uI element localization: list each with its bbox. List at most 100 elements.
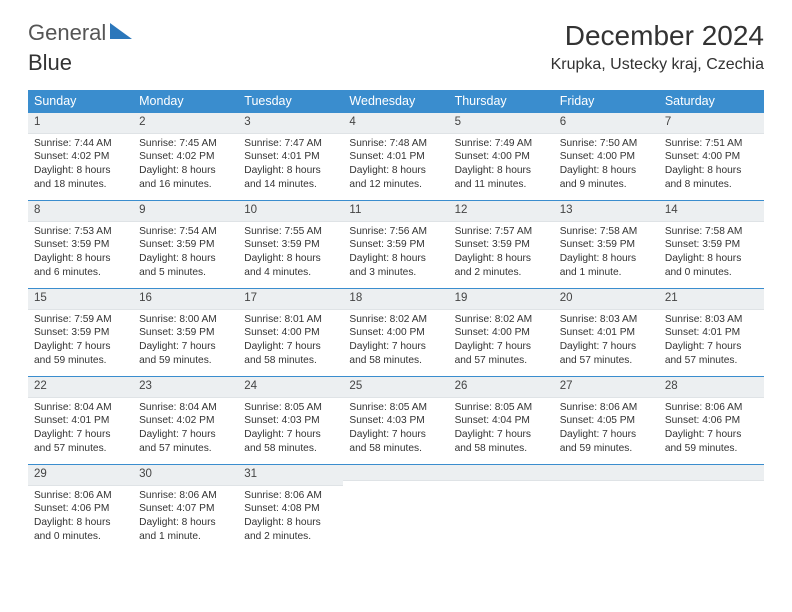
daylight-text: and 6 minutes. [34, 266, 127, 280]
sunrise-text: Sunrise: 8:00 AM [139, 313, 232, 327]
title-block: December 2024 Krupka, Ustecky kraj, Czec… [551, 20, 764, 74]
daylight-text: and 58 minutes. [455, 442, 548, 456]
sunset-text: Sunset: 4:00 PM [560, 150, 653, 164]
day-number: 1 [28, 113, 133, 134]
daylight-text: Daylight: 7 hours [349, 340, 442, 354]
col-header: Sunday [28, 90, 133, 113]
daylight-text: and 57 minutes. [665, 354, 758, 368]
day-number: 25 [343, 377, 448, 398]
day-number: 30 [133, 465, 238, 486]
calendar-cell: 16Sunrise: 8:00 AMSunset: 3:59 PMDayligh… [133, 289, 238, 377]
day-details: Sunrise: 8:05 AMSunset: 4:04 PMDaylight:… [449, 398, 554, 460]
daylight-text: Daylight: 8 hours [455, 252, 548, 266]
calendar-cell: 2Sunrise: 7:45 AMSunset: 4:02 PMDaylight… [133, 113, 238, 201]
calendar-cell: 14Sunrise: 7:58 AMSunset: 3:59 PMDayligh… [659, 201, 764, 289]
sunset-text: Sunset: 3:59 PM [34, 326, 127, 340]
calendar-head: Sunday Monday Tuesday Wednesday Thursday… [28, 90, 764, 113]
sunrise-text: Sunrise: 7:47 AM [244, 137, 337, 151]
daylight-text: Daylight: 8 hours [34, 164, 127, 178]
daylight-text: and 18 minutes. [34, 178, 127, 192]
sunrise-text: Sunrise: 8:04 AM [34, 401, 127, 415]
daylight-text: and 4 minutes. [244, 266, 337, 280]
col-header: Tuesday [238, 90, 343, 113]
sunset-text: Sunset: 4:01 PM [560, 326, 653, 340]
day-number: 16 [133, 289, 238, 310]
day-details: Sunrise: 7:58 AMSunset: 3:59 PMDaylight:… [659, 222, 764, 284]
sunrise-text: Sunrise: 7:48 AM [349, 137, 442, 151]
calendar-cell: 29Sunrise: 8:06 AMSunset: 4:06 PMDayligh… [28, 465, 133, 553]
daylight-text: Daylight: 8 hours [34, 516, 127, 530]
calendar-cell: 20Sunrise: 8:03 AMSunset: 4:01 PMDayligh… [554, 289, 659, 377]
day-number: 18 [343, 289, 448, 310]
daylight-text: and 59 minutes. [139, 354, 232, 368]
sunrise-text: Sunrise: 7:55 AM [244, 225, 337, 239]
calendar-cell: 1Sunrise: 7:44 AMSunset: 4:02 PMDaylight… [28, 113, 133, 201]
brand-word1: General [28, 20, 106, 46]
col-header: Wednesday [343, 90, 448, 113]
location-text: Krupka, Ustecky kraj, Czechia [551, 56, 764, 74]
day-details [449, 481, 554, 488]
daylight-text: Daylight: 7 hours [665, 428, 758, 442]
day-details: Sunrise: 8:03 AMSunset: 4:01 PMDaylight:… [554, 310, 659, 372]
day-number [554, 465, 659, 481]
sunrise-text: Sunrise: 8:06 AM [244, 489, 337, 503]
day-details [659, 481, 764, 488]
daylight-text: Daylight: 8 hours [560, 252, 653, 266]
daylight-text: Daylight: 7 hours [34, 340, 127, 354]
sunset-text: Sunset: 4:01 PM [349, 150, 442, 164]
sunset-text: Sunset: 3:59 PM [665, 238, 758, 252]
day-details: Sunrise: 7:55 AMSunset: 3:59 PMDaylight:… [238, 222, 343, 284]
day-details: Sunrise: 8:06 AMSunset: 4:06 PMDaylight:… [659, 398, 764, 460]
daylight-text: Daylight: 7 hours [560, 428, 653, 442]
sunrise-text: Sunrise: 8:05 AM [349, 401, 442, 415]
daylight-text: and 2 minutes. [455, 266, 548, 280]
day-number: 29 [28, 465, 133, 486]
calendar-cell: 3Sunrise: 7:47 AMSunset: 4:01 PMDaylight… [238, 113, 343, 201]
daylight-text: Daylight: 8 hours [139, 164, 232, 178]
daylight-text: and 0 minutes. [665, 266, 758, 280]
day-number: 15 [28, 289, 133, 310]
daylight-text: Daylight: 8 hours [665, 164, 758, 178]
day-number: 27 [554, 377, 659, 398]
calendar-cell [659, 465, 764, 553]
day-number: 2 [133, 113, 238, 134]
sunset-text: Sunset: 4:03 PM [244, 414, 337, 428]
calendar-cell: 12Sunrise: 7:57 AMSunset: 3:59 PMDayligh… [449, 201, 554, 289]
daylight-text: Daylight: 8 hours [665, 252, 758, 266]
sunrise-text: Sunrise: 8:03 AM [560, 313, 653, 327]
sunset-text: Sunset: 3:59 PM [34, 238, 127, 252]
sunset-text: Sunset: 4:08 PM [244, 502, 337, 516]
daylight-text: and 1 minute. [560, 266, 653, 280]
day-details: Sunrise: 8:03 AMSunset: 4:01 PMDaylight:… [659, 310, 764, 372]
day-details: Sunrise: 7:51 AMSunset: 4:00 PMDaylight:… [659, 134, 764, 196]
day-number: 28 [659, 377, 764, 398]
calendar-cell: 13Sunrise: 7:58 AMSunset: 3:59 PMDayligh… [554, 201, 659, 289]
day-details: Sunrise: 7:50 AMSunset: 4:00 PMDaylight:… [554, 134, 659, 196]
sunrise-text: Sunrise: 7:58 AM [665, 225, 758, 239]
calendar-cell [449, 465, 554, 553]
calendar-row: 8Sunrise: 7:53 AMSunset: 3:59 PMDaylight… [28, 201, 764, 289]
daylight-text: and 58 minutes. [349, 354, 442, 368]
daylight-text: Daylight: 7 hours [455, 340, 548, 354]
sunrise-text: Sunrise: 8:03 AM [665, 313, 758, 327]
day-number: 21 [659, 289, 764, 310]
sunset-text: Sunset: 4:05 PM [560, 414, 653, 428]
sunrise-text: Sunrise: 8:06 AM [560, 401, 653, 415]
day-details: Sunrise: 8:06 AMSunset: 4:06 PMDaylight:… [28, 486, 133, 548]
calendar-cell: 26Sunrise: 8:05 AMSunset: 4:04 PMDayligh… [449, 377, 554, 465]
sunset-text: Sunset: 4:01 PM [665, 326, 758, 340]
daylight-text: Daylight: 7 hours [139, 340, 232, 354]
sunrise-text: Sunrise: 8:05 AM [455, 401, 548, 415]
calendar-cell: 4Sunrise: 7:48 AMSunset: 4:01 PMDaylight… [343, 113, 448, 201]
daylight-text: Daylight: 7 hours [244, 428, 337, 442]
calendar-cell: 11Sunrise: 7:56 AMSunset: 3:59 PMDayligh… [343, 201, 448, 289]
daylight-text: Daylight: 8 hours [244, 164, 337, 178]
sunrise-text: Sunrise: 8:02 AM [455, 313, 548, 327]
calendar-cell: 24Sunrise: 8:05 AMSunset: 4:03 PMDayligh… [238, 377, 343, 465]
day-details: Sunrise: 8:04 AMSunset: 4:02 PMDaylight:… [133, 398, 238, 460]
sunrise-text: Sunrise: 8:02 AM [349, 313, 442, 327]
sunrise-text: Sunrise: 8:06 AM [665, 401, 758, 415]
calendar-cell: 15Sunrise: 7:59 AMSunset: 3:59 PMDayligh… [28, 289, 133, 377]
sunrise-text: Sunrise: 7:49 AM [455, 137, 548, 151]
calendar-body: 1Sunrise: 7:44 AMSunset: 4:02 PMDaylight… [28, 113, 764, 553]
